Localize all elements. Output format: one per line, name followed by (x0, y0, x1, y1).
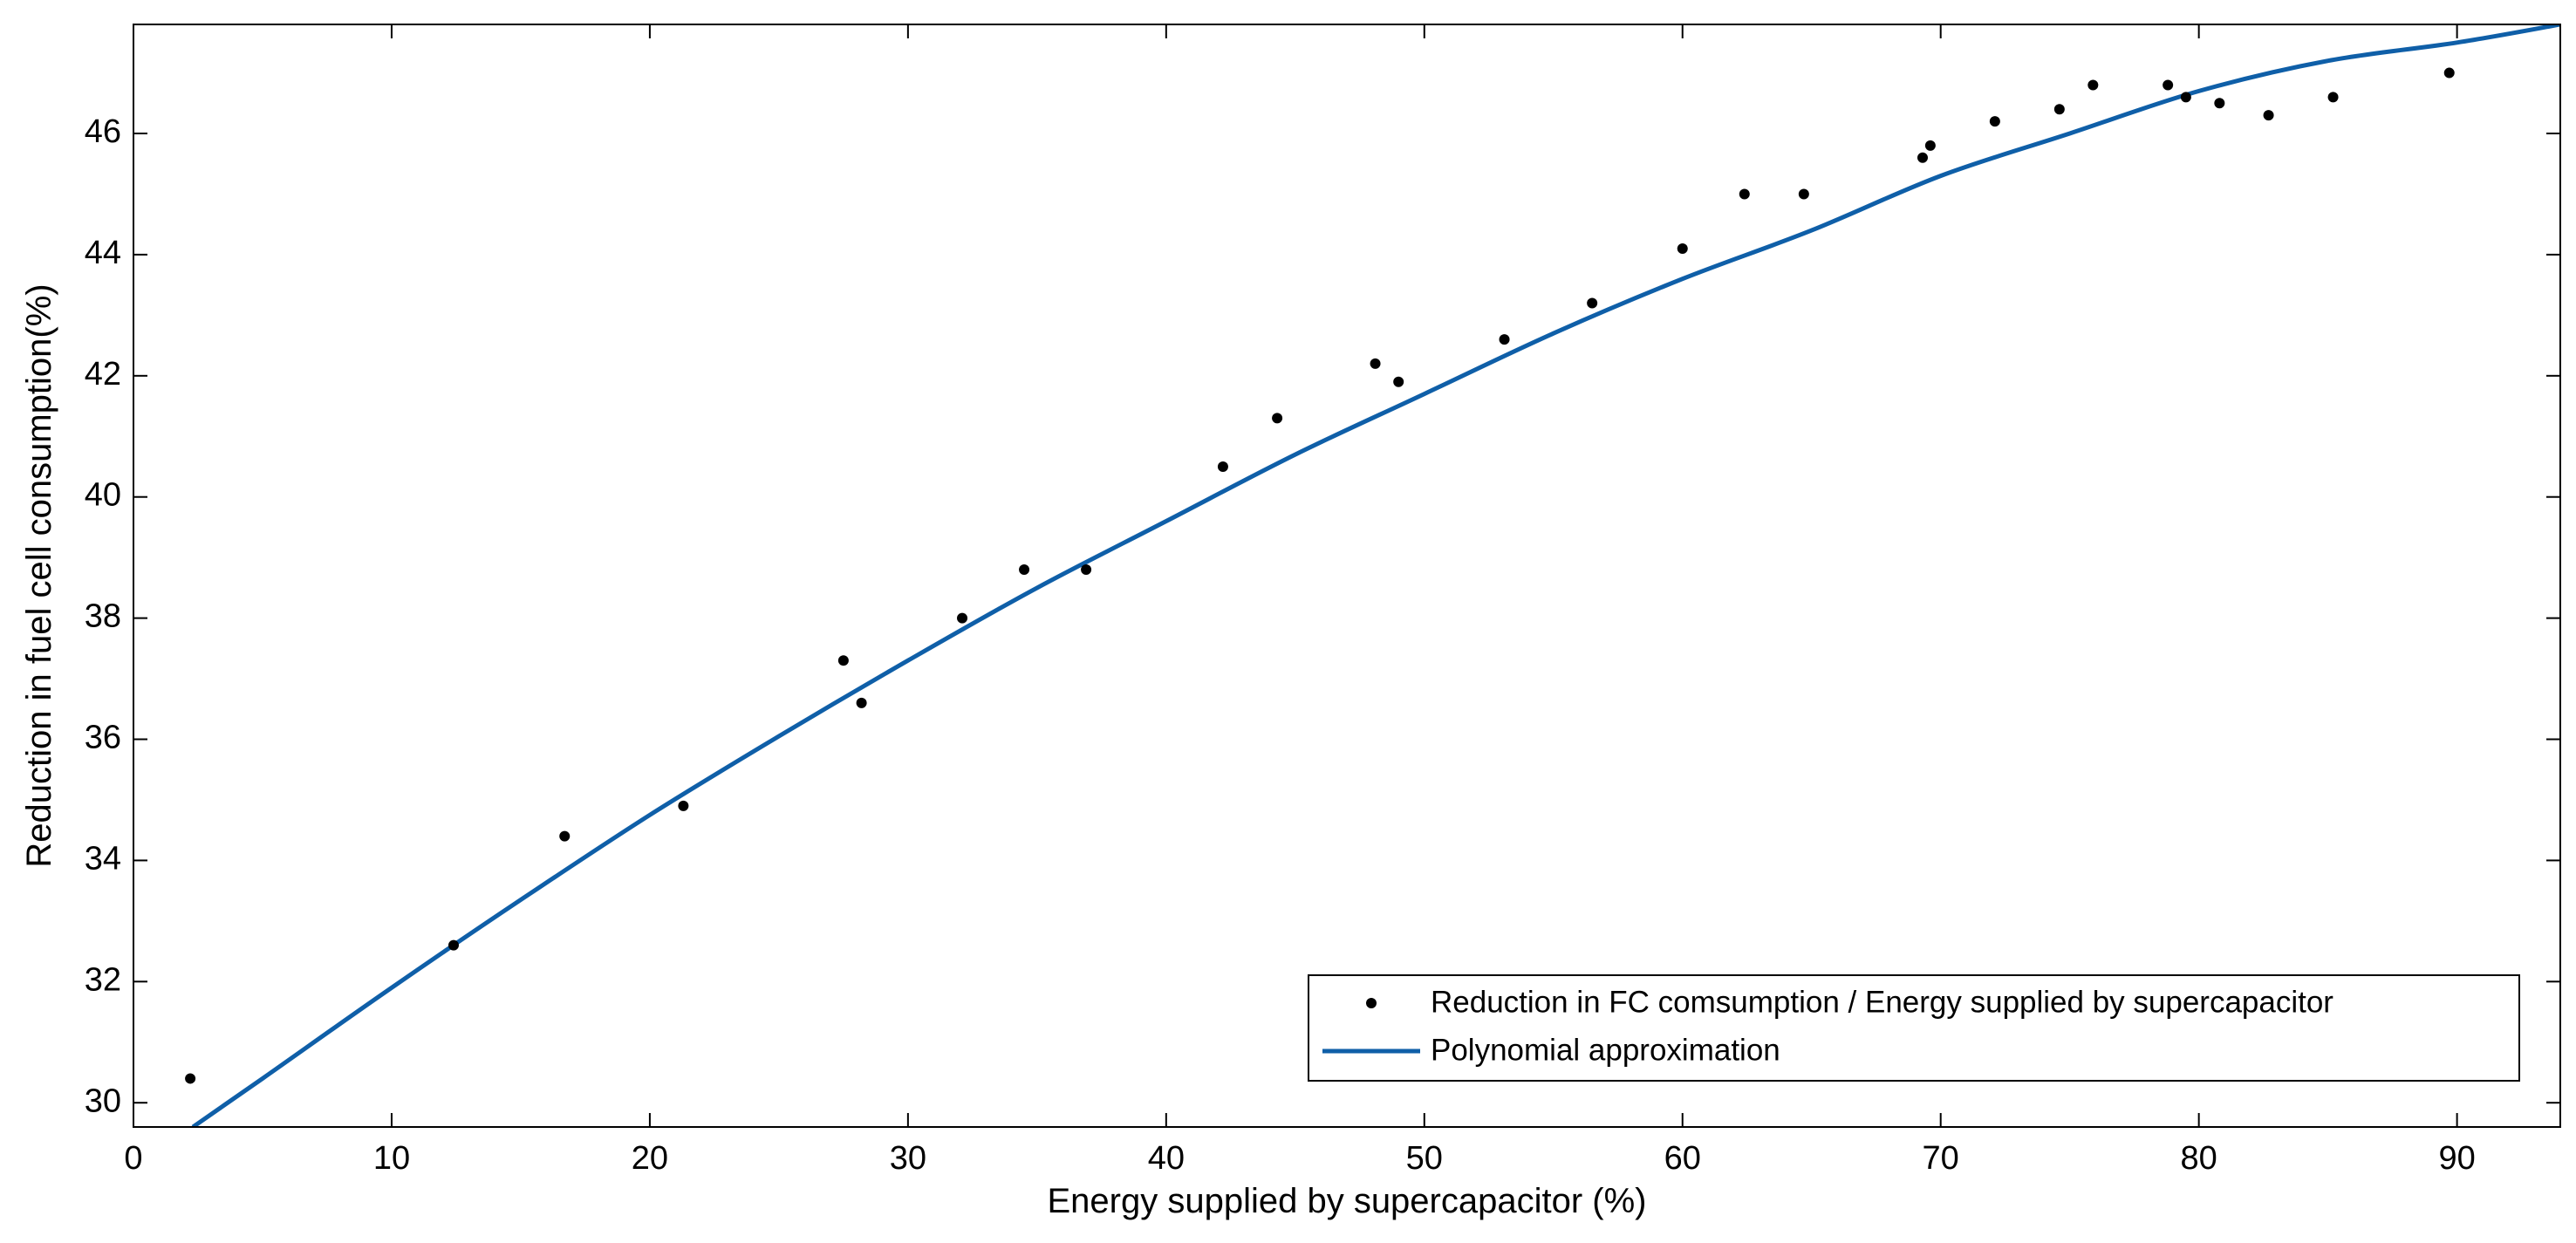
x-axis-title: Energy supplied by supercapacitor (%) (1047, 1182, 1646, 1220)
x-tick-label: 40 (1148, 1140, 1185, 1177)
x-tick-label: 10 (373, 1140, 410, 1177)
data-point (1924, 140, 1936, 151)
data-point (1081, 564, 1092, 576)
data-point (1677, 242, 1688, 254)
y-tick-label: 34 (85, 840, 121, 877)
data-point (1393, 376, 1404, 387)
ticks-layer: 0 10 20 30 40 50 60 70 80 90 30 32 34 36 38 40 42 44 46 (85, 24, 2560, 1177)
data-point (1019, 564, 1030, 576)
legend-marker-scatter (1366, 998, 1377, 1008)
data-point (2263, 110, 2274, 121)
data-point (1370, 358, 1381, 369)
y-tick-label: 46 (85, 113, 121, 150)
x-tick-label: 70 (1923, 1140, 1959, 1177)
data-point (2443, 67, 2455, 79)
legend-label-scatter: Reduction in FC comsumption / Energy sup… (1431, 985, 2333, 1019)
data-point (185, 1073, 196, 1084)
y-tick-label: 36 (85, 720, 121, 756)
x-tick-label: 90 (2438, 1140, 2475, 1177)
x-tick-label: 50 (1406, 1140, 1443, 1177)
y-tick-label: 30 (85, 1083, 121, 1119)
data-point (559, 830, 571, 842)
data-point (2180, 92, 2191, 103)
y-tick-label: 40 (85, 477, 121, 514)
x-tick-label: 60 (1664, 1140, 1701, 1177)
data-point (2053, 104, 2065, 115)
x-tick-label: 80 (2181, 1140, 2217, 1177)
y-tick-label: 44 (85, 235, 121, 271)
x-tick-label: 30 (890, 1140, 926, 1177)
data-point (1798, 188, 1809, 200)
fit-curve-layer (191, 24, 2560, 1127)
data-point (2214, 98, 2225, 109)
fit-curve (191, 24, 2560, 1127)
data-point (2163, 79, 2174, 91)
y-tick-label: 42 (85, 356, 121, 393)
data-point (837, 655, 849, 666)
data-point (1499, 334, 1510, 345)
legend-box (1308, 974, 2520, 1082)
data-point (678, 800, 689, 811)
data-point (856, 697, 867, 708)
data-point (2087, 79, 2099, 91)
data-point (1272, 413, 1283, 424)
legend-label-line: Polynomial approximation (1431, 1033, 1780, 1067)
data-point (448, 939, 459, 951)
data-point (2327, 92, 2339, 103)
data-point (1587, 297, 1598, 309)
plot-frame (133, 24, 2561, 1128)
data-point (1217, 461, 1228, 472)
x-tick-label: 0 (124, 1140, 142, 1177)
data-point (1739, 188, 1750, 200)
data-point (1917, 152, 1928, 163)
y-axis-title: Reduction in fuel cell consumption(%) (20, 283, 58, 867)
legend: Reduction in FC comsumption / Energy sup… (1308, 974, 2520, 1082)
scatter-points-layer (185, 67, 2455, 1084)
data-point (1989, 116, 2000, 127)
x-tick-label: 20 (632, 1140, 668, 1177)
y-tick-label: 38 (85, 598, 121, 635)
data-point (957, 612, 968, 624)
y-tick-label: 32 (85, 961, 121, 998)
